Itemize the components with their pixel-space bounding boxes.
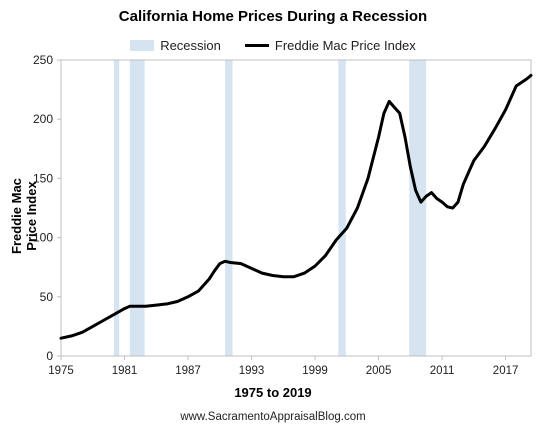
- data-point: [356, 207, 359, 209]
- data-point: [457, 201, 459, 203]
- y-tick-label: 50: [40, 290, 54, 304]
- data-point: [282, 275, 285, 278]
- data-point: [425, 195, 428, 197]
- x-tick-label: 2017: [493, 365, 519, 377]
- legend-item-recession: Recession: [130, 38, 221, 53]
- legend-swatch-price-index: [244, 44, 269, 47]
- data-point: [91, 325, 94, 328]
- data-point: [525, 78, 528, 80]
- y-axis-label: Freddie Mac Price Index: [9, 178, 39, 254]
- data-point: [393, 106, 396, 109]
- data-point: [261, 272, 263, 274]
- data-point: [102, 319, 105, 322]
- data-point: [123, 307, 126, 310]
- recession-band-3: [225, 60, 233, 356]
- data-point: [462, 183, 465, 186]
- legend-item-price-index: Freddie Mac Price Index: [244, 38, 416, 53]
- data-point: [494, 127, 496, 130]
- x-tick-label: 1999: [302, 365, 328, 377]
- series-line-price-index: [59, 73, 533, 340]
- y-tick-label: 150: [33, 171, 53, 185]
- recession-band-1: [113, 60, 120, 356]
- data-point: [208, 278, 210, 280]
- legend-label-recession: Recession: [160, 38, 221, 53]
- recession-band-5: [409, 60, 427, 356]
- data-point: [473, 159, 475, 162]
- data-point: [383, 112, 385, 115]
- data-point: [250, 267, 253, 270]
- data-point: [166, 303, 168, 305]
- data-point: [430, 191, 433, 194]
- legend-swatch-recession: [130, 40, 155, 51]
- x-axis-label: 1975 to 2019: [234, 385, 312, 400]
- data-point: [324, 254, 327, 257]
- data-point: [293, 275, 295, 278]
- data-point: [467, 171, 470, 174]
- data-point: [218, 262, 221, 265]
- data-point: [515, 85, 517, 87]
- data-point: [187, 296, 189, 298]
- y-tick-label: 200: [33, 112, 53, 126]
- data-point: [70, 335, 73, 337]
- chart-title: California Home Prices During a Recessio…: [118, 8, 428, 25]
- data-point: [446, 206, 449, 208]
- data-point: [113, 313, 115, 316]
- data-point: [197, 290, 200, 292]
- legend: Recession Freddie Mac Price Index: [0, 38, 546, 53]
- data-point: [144, 305, 147, 308]
- data-point: [435, 197, 438, 200]
- y-tick-label: 0: [46, 349, 53, 363]
- data-point: [414, 189, 417, 192]
- data-point: [398, 112, 401, 115]
- legend-label-price-index: Freddie Mac Price Index: [274, 38, 416, 53]
- data-point: [483, 145, 486, 148]
- data-point: [377, 136, 380, 138]
- x-tick-label: 1993: [239, 365, 265, 377]
- data-point: [367, 177, 369, 180]
- x-tick-label: 2005: [366, 365, 392, 377]
- x-tick-label: 1987: [175, 365, 201, 377]
- x-tick-label: 2011: [430, 365, 455, 377]
- data-point: [229, 261, 232, 264]
- data-point: [346, 227, 348, 229]
- y-tick-label: 250: [33, 53, 53, 67]
- y-tick-label: 100: [33, 231, 53, 245]
- data-point: [303, 272, 306, 274]
- recession-band-4: [338, 60, 346, 356]
- recession-band-2: [129, 60, 145, 356]
- data-point: [504, 108, 507, 111]
- data-point: [314, 265, 316, 267]
- data-point: [441, 201, 443, 203]
- plot-area-frame: [60, 59, 532, 357]
- data-point: [134, 305, 136, 308]
- x-tick-label: 1981: [112, 365, 138, 377]
- data-point: [129, 305, 131, 308]
- data-point: [271, 274, 274, 277]
- data-point: [176, 300, 179, 303]
- credit-text: www.SacramentoAppraisalBlog.com: [180, 411, 366, 423]
- x-tick-label: 1975: [48, 365, 74, 377]
- data-point: [530, 74, 532, 77]
- data-point: [451, 207, 454, 209]
- data-point: [335, 239, 338, 241]
- data-point: [155, 304, 158, 306]
- data-point: [409, 165, 412, 168]
- data-point: [81, 331, 83, 334]
- data-point: [224, 260, 226, 263]
- data-point: [240, 262, 242, 265]
- data-point: [404, 136, 406, 138]
- data-point: [213, 269, 216, 272]
- data-point: [388, 100, 390, 103]
- data-point: [60, 337, 62, 340]
- data-point: [420, 201, 422, 203]
